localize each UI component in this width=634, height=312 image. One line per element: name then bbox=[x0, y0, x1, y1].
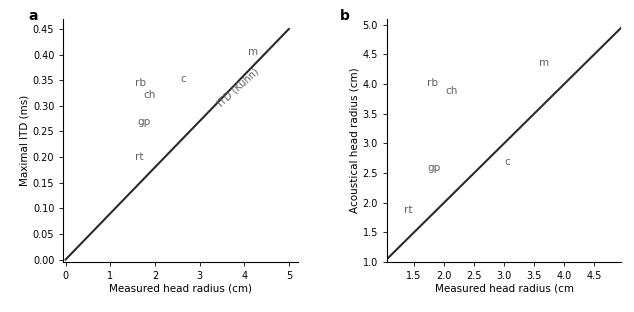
Text: rb: rb bbox=[135, 78, 146, 88]
Text: m: m bbox=[539, 58, 549, 68]
Text: c: c bbox=[504, 157, 510, 167]
Text: rb: rb bbox=[427, 78, 438, 88]
Text: c: c bbox=[181, 74, 186, 84]
Text: ch: ch bbox=[144, 90, 156, 100]
Y-axis label: Maximal ITD (ms): Maximal ITD (ms) bbox=[20, 95, 30, 186]
Text: rt: rt bbox=[404, 205, 412, 215]
X-axis label: Measured head radius (cm): Measured head radius (cm) bbox=[109, 284, 252, 294]
Text: gp: gp bbox=[427, 163, 441, 173]
X-axis label: Measured head radius (cm: Measured head radius (cm bbox=[435, 284, 574, 294]
Text: a: a bbox=[29, 9, 38, 23]
Text: m: m bbox=[248, 47, 258, 57]
Text: rt: rt bbox=[135, 152, 143, 162]
Text: b: b bbox=[340, 9, 350, 23]
Text: gp: gp bbox=[137, 117, 150, 127]
Text: ch: ch bbox=[445, 86, 458, 96]
Text: ITD (Kuhn): ITD (Kuhn) bbox=[215, 66, 261, 108]
Y-axis label: Acoustical head radius (cm): Acoustical head radius (cm) bbox=[349, 68, 359, 213]
